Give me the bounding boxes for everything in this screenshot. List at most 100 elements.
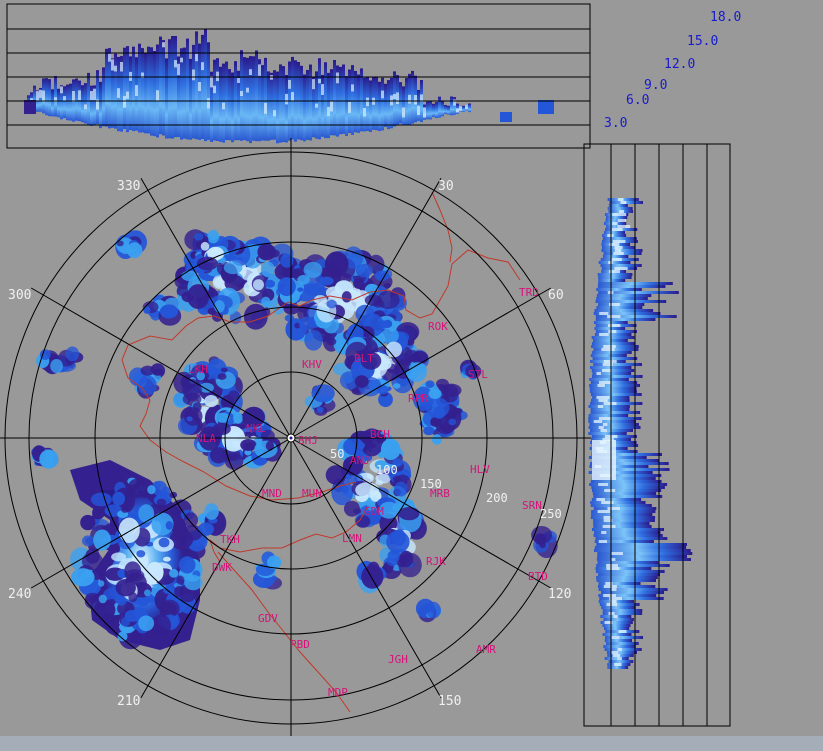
echo-cell xyxy=(243,303,268,330)
echo-column xyxy=(60,85,63,120)
echo-column xyxy=(129,56,132,130)
echo-row xyxy=(599,603,640,606)
echo-column xyxy=(99,81,102,129)
echo-column xyxy=(63,86,66,118)
echo-core xyxy=(600,429,608,432)
echo-row xyxy=(589,483,668,486)
echo-row xyxy=(589,384,640,387)
echo-core xyxy=(273,110,276,117)
echo-core xyxy=(417,105,420,115)
echo-core xyxy=(264,102,267,114)
echo-column xyxy=(87,72,90,126)
state-boundary xyxy=(127,249,521,346)
height-scale: 18.0 15.0 12.0 9.0 6.0 3.0 xyxy=(604,10,741,131)
echo-row xyxy=(598,291,679,294)
echo-column xyxy=(321,74,324,137)
echo-core xyxy=(607,315,621,318)
echo-row xyxy=(592,489,662,492)
echo-core xyxy=(330,101,333,112)
echo-row xyxy=(588,471,653,474)
echo-core xyxy=(318,79,321,84)
echo-column xyxy=(69,83,72,121)
echo-core xyxy=(606,567,620,570)
coast-line xyxy=(209,505,369,553)
echo-row xyxy=(593,348,639,351)
station-labels: TRD ROK KHV BLT STL LKH RPR NLA NKL BHJ … xyxy=(188,286,548,699)
echo-core xyxy=(611,228,623,231)
echo-core xyxy=(402,107,405,118)
station-label: BTD xyxy=(528,570,548,583)
echo-row xyxy=(602,633,632,636)
echo-column xyxy=(324,62,327,139)
station-label: MUN xyxy=(302,487,322,500)
echo-core xyxy=(93,88,96,101)
echo-core xyxy=(603,345,616,348)
echo-core xyxy=(593,420,603,423)
echo-column xyxy=(39,88,42,112)
echo-row xyxy=(607,651,637,654)
echo-core xyxy=(63,96,66,102)
echo-row xyxy=(598,573,660,576)
echo-cell xyxy=(192,402,202,413)
echo-core xyxy=(604,489,616,492)
echo-column xyxy=(411,70,414,124)
echo-core xyxy=(210,76,213,88)
echo-column xyxy=(213,59,216,141)
echo-column xyxy=(207,42,210,140)
echo-row xyxy=(605,219,626,222)
echo-column xyxy=(441,101,444,117)
ppi-plot: 330 30 300 60 240 120 210 150 180 50 100… xyxy=(0,138,591,736)
echo-column xyxy=(105,48,108,127)
echo-core xyxy=(620,201,627,204)
echo-row xyxy=(602,624,631,627)
echo-cell xyxy=(425,380,435,389)
echo-core xyxy=(607,234,614,237)
echo-core xyxy=(465,104,468,110)
echo-row xyxy=(595,537,668,540)
echo-core xyxy=(96,99,99,110)
echo-column xyxy=(282,66,285,143)
echo-cell xyxy=(355,264,373,278)
echo-row xyxy=(609,201,643,204)
echo-row xyxy=(592,375,643,378)
echo-column xyxy=(360,68,363,132)
echo-cell xyxy=(184,574,203,591)
echo-row xyxy=(603,618,634,621)
echo-core xyxy=(201,62,204,71)
echo-core xyxy=(609,597,622,600)
azimuth-label: 30 xyxy=(438,179,454,194)
echo-cell xyxy=(254,440,278,459)
echo-core xyxy=(162,42,165,48)
top-height-grid xyxy=(6,3,591,149)
echo-column xyxy=(285,75,288,143)
echo-column xyxy=(402,86,405,126)
station-label: TRD xyxy=(519,286,539,299)
echo-column xyxy=(162,40,165,136)
echo-column xyxy=(270,72,273,140)
echo-cell xyxy=(380,438,401,460)
echo-row xyxy=(597,561,659,564)
echo-cell xyxy=(165,521,173,530)
echo-cell xyxy=(156,498,167,506)
echo-cell xyxy=(80,514,96,531)
echo-cell xyxy=(465,364,482,379)
echo-core xyxy=(597,384,605,387)
echo-column xyxy=(153,51,156,137)
echo-core xyxy=(598,399,608,402)
echo-row xyxy=(603,645,636,648)
echo-cell xyxy=(161,486,171,496)
echo-cell xyxy=(163,556,171,562)
azimuth-label: 60 xyxy=(548,288,564,303)
echo-row xyxy=(588,456,647,459)
echo-cell xyxy=(240,439,257,451)
station-label: BLT xyxy=(354,352,374,365)
echo-core xyxy=(596,372,601,375)
echo-core xyxy=(608,612,615,615)
echo-core xyxy=(598,426,604,429)
station-label: GDV xyxy=(258,612,278,625)
echo-row xyxy=(604,657,629,660)
station-label: PBD xyxy=(290,638,310,651)
echo-column xyxy=(120,56,123,132)
echo-cell xyxy=(534,533,547,545)
echo-cell xyxy=(182,378,202,401)
